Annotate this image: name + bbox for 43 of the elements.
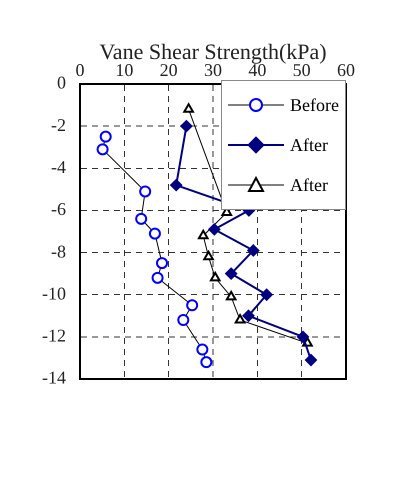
y-tick-label: 0 bbox=[56, 72, 66, 93]
point bbox=[186, 299, 198, 312]
point bbox=[135, 212, 148, 225]
point bbox=[180, 120, 192, 132]
point bbox=[208, 223, 220, 236]
point bbox=[203, 250, 214, 260]
point bbox=[152, 272, 164, 284]
point bbox=[226, 290, 237, 300]
x-tick-label: 50 bbox=[292, 60, 311, 80]
point bbox=[225, 268, 238, 280]
y-tick-label: -6 bbox=[50, 199, 66, 220]
y-tick-label: -12 bbox=[42, 326, 66, 346]
x-tick-label: 20 bbox=[160, 60, 178, 80]
point bbox=[183, 103, 194, 113]
point bbox=[198, 230, 209, 240]
point bbox=[242, 310, 254, 322]
y-tick-label: -10 bbox=[42, 283, 66, 304]
point bbox=[139, 185, 152, 198]
legend-label: After bbox=[290, 134, 328, 156]
y-tick-label: -4 bbox=[50, 157, 66, 178]
point bbox=[177, 314, 190, 326]
x-tick-label: 30 bbox=[204, 60, 222, 80]
point bbox=[170, 179, 182, 192]
point bbox=[296, 330, 309, 343]
point bbox=[247, 244, 260, 256]
x-tick-label: 0 bbox=[75, 60, 84, 80]
point bbox=[196, 344, 208, 356]
x-tick-label: 60 bbox=[337, 60, 355, 80]
point bbox=[148, 228, 161, 240]
point bbox=[234, 314, 246, 324]
point bbox=[210, 272, 221, 282]
y-tick-label: -14 bbox=[42, 368, 66, 388]
y-tick-label: -2 bbox=[50, 114, 66, 135]
point bbox=[260, 288, 273, 301]
point bbox=[96, 143, 109, 156]
point bbox=[100, 130, 112, 143]
legend-label: After bbox=[290, 174, 328, 196]
point bbox=[304, 354, 317, 366]
y-tick-label: -8 bbox=[50, 241, 66, 262]
legend-label: Before bbox=[290, 94, 339, 116]
x-tick-label: 10 bbox=[115, 60, 134, 80]
point bbox=[156, 257, 168, 270]
point bbox=[200, 356, 212, 368]
